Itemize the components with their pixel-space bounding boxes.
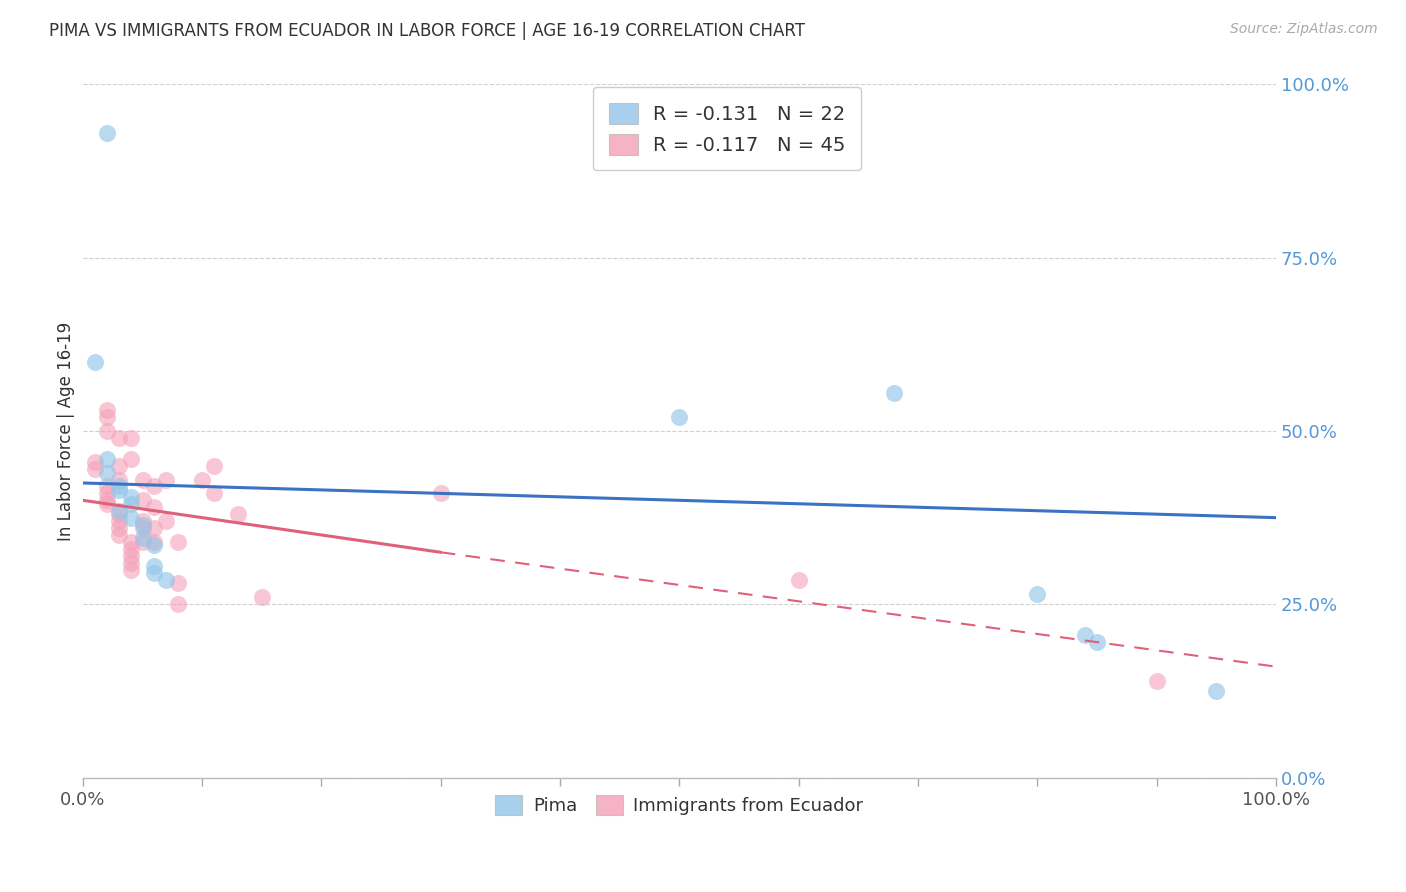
Point — [143, 535, 166, 549]
Point — [107, 507, 129, 521]
Point — [120, 535, 142, 549]
Point — [143, 538, 166, 552]
Point — [107, 528, 129, 542]
Point — [107, 479, 129, 493]
Point — [143, 566, 166, 580]
Point — [131, 521, 153, 535]
Point — [107, 458, 129, 473]
Point — [120, 541, 142, 556]
Text: Source: ZipAtlas.com: Source: ZipAtlas.com — [1230, 22, 1378, 37]
Point — [131, 535, 153, 549]
Point — [167, 535, 190, 549]
Point — [83, 354, 105, 368]
Point — [120, 490, 142, 504]
Point — [96, 497, 118, 511]
Point — [668, 410, 690, 425]
Point — [120, 431, 142, 445]
Point — [202, 458, 225, 473]
Legend: Pima, Immigrants from Ecuador: Pima, Immigrants from Ecuador — [486, 786, 873, 824]
Text: PIMA VS IMMIGRANTS FROM ECUADOR IN LABOR FORCE | AGE 16-19 CORRELATION CHART: PIMA VS IMMIGRANTS FROM ECUADOR IN LABOR… — [49, 22, 806, 40]
Point — [120, 563, 142, 577]
Point — [83, 455, 105, 469]
Point — [107, 521, 129, 535]
Point — [250, 591, 273, 605]
Point — [191, 473, 214, 487]
Point — [120, 510, 142, 524]
Point — [96, 451, 118, 466]
Point — [429, 486, 451, 500]
Point — [107, 431, 129, 445]
Point — [1085, 635, 1108, 649]
Point — [1146, 673, 1168, 688]
Point — [131, 517, 153, 532]
Point — [167, 597, 190, 611]
Point — [143, 521, 166, 535]
Point — [226, 507, 249, 521]
Point — [883, 385, 905, 400]
Y-axis label: In Labor Force | Age 16-19: In Labor Force | Age 16-19 — [58, 321, 75, 541]
Point — [143, 479, 166, 493]
Point — [1026, 587, 1049, 601]
Point — [131, 514, 153, 528]
Point — [96, 479, 118, 493]
Point — [107, 473, 129, 487]
Point — [120, 549, 142, 563]
Point — [143, 500, 166, 515]
Point — [96, 493, 118, 508]
Point — [107, 514, 129, 528]
Point — [143, 559, 166, 574]
Point — [1205, 684, 1227, 698]
Point — [107, 504, 129, 518]
Point — [155, 473, 177, 487]
Point — [96, 403, 118, 417]
Point — [155, 573, 177, 587]
Point — [83, 462, 105, 476]
Point — [131, 493, 153, 508]
Point — [131, 473, 153, 487]
Point — [120, 451, 142, 466]
Point — [96, 126, 118, 140]
Point — [96, 424, 118, 438]
Point — [96, 410, 118, 425]
Point — [96, 486, 118, 500]
Point — [1074, 628, 1097, 642]
Point — [107, 483, 129, 497]
Point — [167, 576, 190, 591]
Point — [120, 556, 142, 570]
Point — [120, 497, 142, 511]
Point — [96, 466, 118, 480]
Point — [155, 514, 177, 528]
Point — [787, 573, 810, 587]
Point — [131, 532, 153, 546]
Point — [202, 486, 225, 500]
